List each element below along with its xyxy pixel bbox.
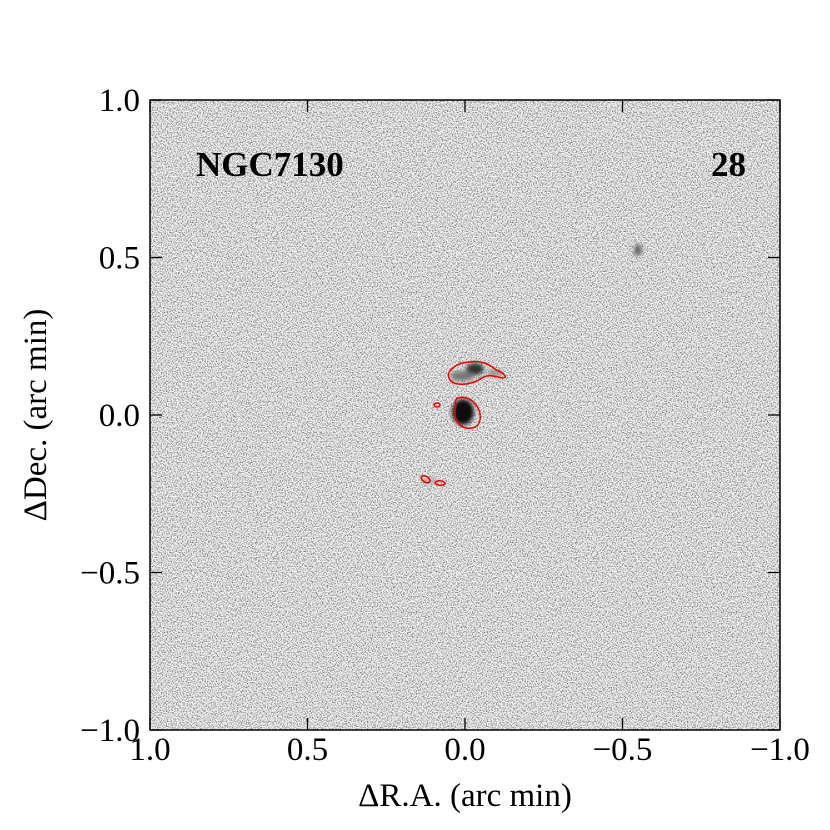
y-tick-label: 0.5 <box>99 241 140 277</box>
emission <box>422 244 642 484</box>
contours <box>420 360 507 486</box>
x-axis-label: ΔR.A. (arc min) <box>358 778 572 814</box>
x-tick-label: −1.0 <box>750 732 810 768</box>
annotation: 28 <box>711 145 746 184</box>
annotation: NGC7130 <box>196 145 344 184</box>
x-tick-label: 0.5 <box>287 732 328 768</box>
y-tick-label: −0.5 <box>80 556 140 592</box>
y-tick-label: −1.0 <box>80 713 140 749</box>
x-tick-label: −0.5 <box>593 732 653 768</box>
x-tick-label: 0.0 <box>444 732 485 768</box>
x-tick-label: 1.0 <box>129 732 170 768</box>
y-tick-label: 0.0 <box>99 398 140 434</box>
y-tick-label: 1.0 <box>99 83 140 119</box>
y-axis-label: ΔDec. (arc min) <box>18 309 54 522</box>
